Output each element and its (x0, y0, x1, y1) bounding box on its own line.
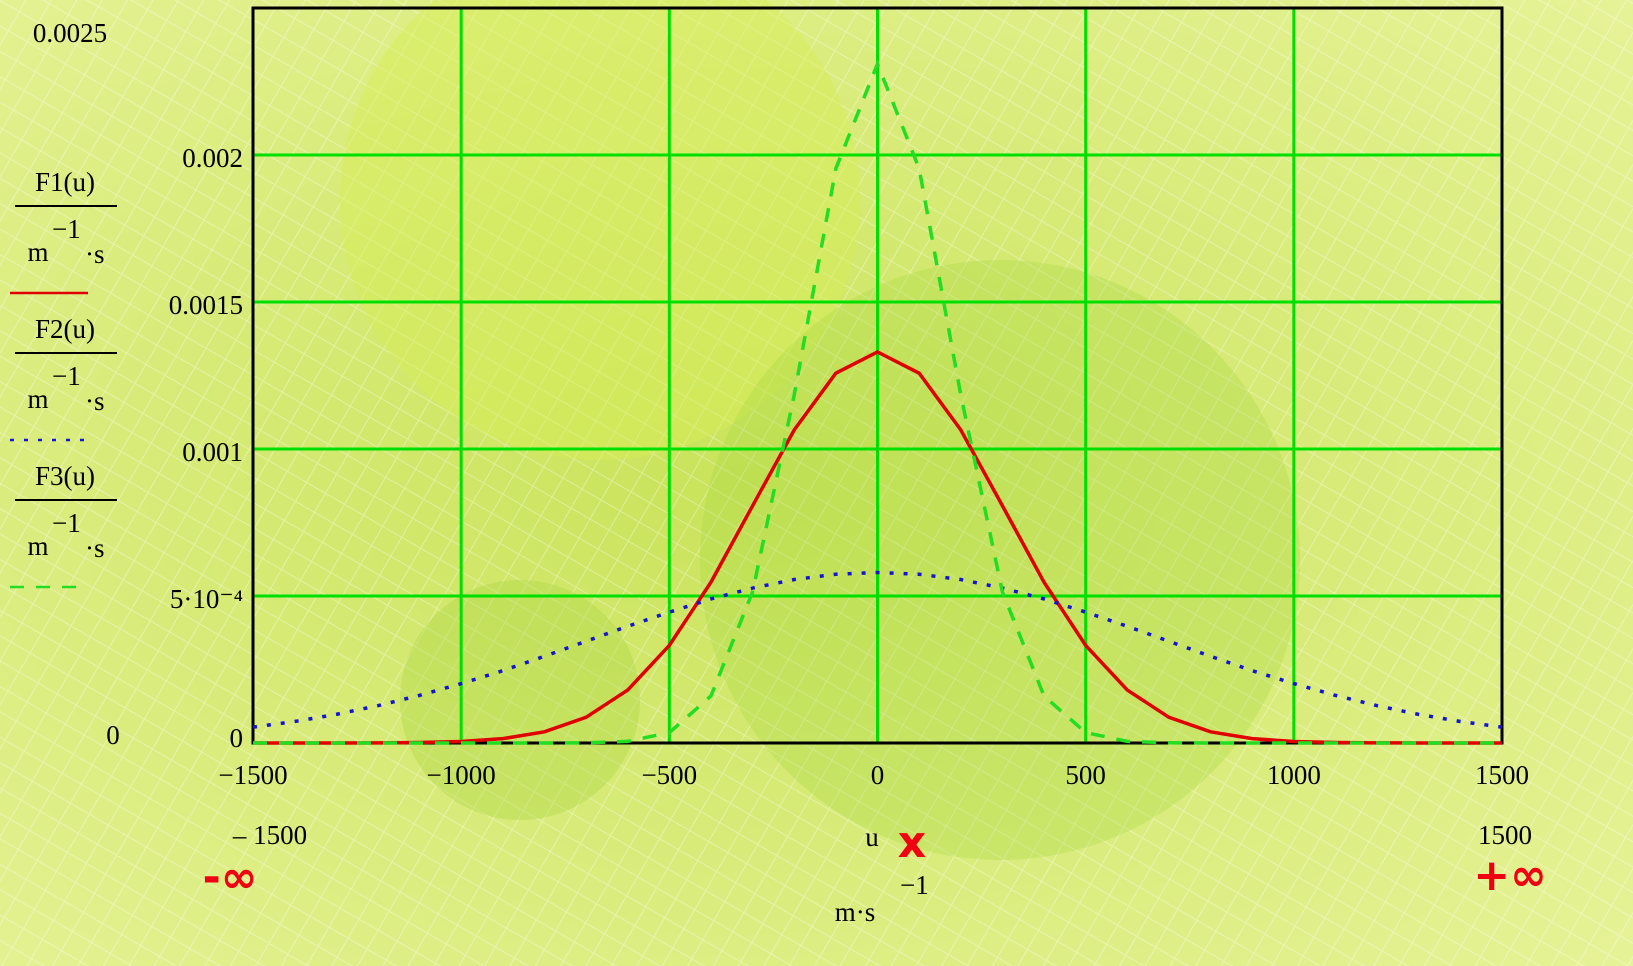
y-unit-rest: ·s (85, 239, 105, 269)
x-axis-unit: m·s (835, 897, 876, 927)
x-tick-label: 500 (1065, 760, 1106, 790)
y-unit-exp: −1 (52, 214, 81, 244)
y-tick-label: 0.0015 (169, 290, 243, 320)
chart: 0.0025 0 – 1500 1500 u m·s −1 -∞ x +∞ 05… (0, 0, 1633, 966)
x-axis-label: u (865, 822, 879, 852)
x-tick-label: 1000 (1267, 760, 1321, 790)
annotation: +∞ (1473, 850, 1547, 901)
y-tick-label: 0 (230, 723, 244, 753)
y-unit: m (27, 384, 48, 414)
x-tick-label: −500 (641, 760, 697, 790)
annotation: -∞ (203, 852, 258, 903)
legend-label: F3(u) (35, 461, 95, 491)
x-max-label: 1500 (1478, 820, 1532, 850)
y-unit-rest: ·s (85, 386, 105, 416)
y-tick-label: 0.002 (182, 143, 243, 173)
y-min-label: 0 (106, 720, 120, 750)
legend-label: F2(u) (35, 314, 95, 344)
background-shape (700, 260, 1300, 860)
y-max-label: 0.0025 (33, 18, 107, 48)
legend-label: F1(u) (35, 167, 95, 197)
annotation: x (898, 817, 926, 868)
x-tick-label: 0 (871, 760, 885, 790)
y-unit: m (27, 531, 48, 561)
y-tick-label: 0.001 (182, 437, 243, 467)
y-unit-exp: −1 (52, 361, 81, 391)
y-tick-label: 5·10⁻⁴ (170, 584, 243, 614)
y-unit-exp: −1 (52, 508, 81, 538)
x-tick-label: −1500 (218, 760, 287, 790)
y-unit: m (27, 237, 48, 267)
x-min-label: – 1500 (232, 820, 307, 850)
x-axis-unit-exp: −1 (900, 870, 929, 900)
y-unit-rest: ·s (85, 533, 105, 563)
x-tick-label: −1000 (427, 760, 496, 790)
x-tick-label: 1500 (1475, 760, 1529, 790)
